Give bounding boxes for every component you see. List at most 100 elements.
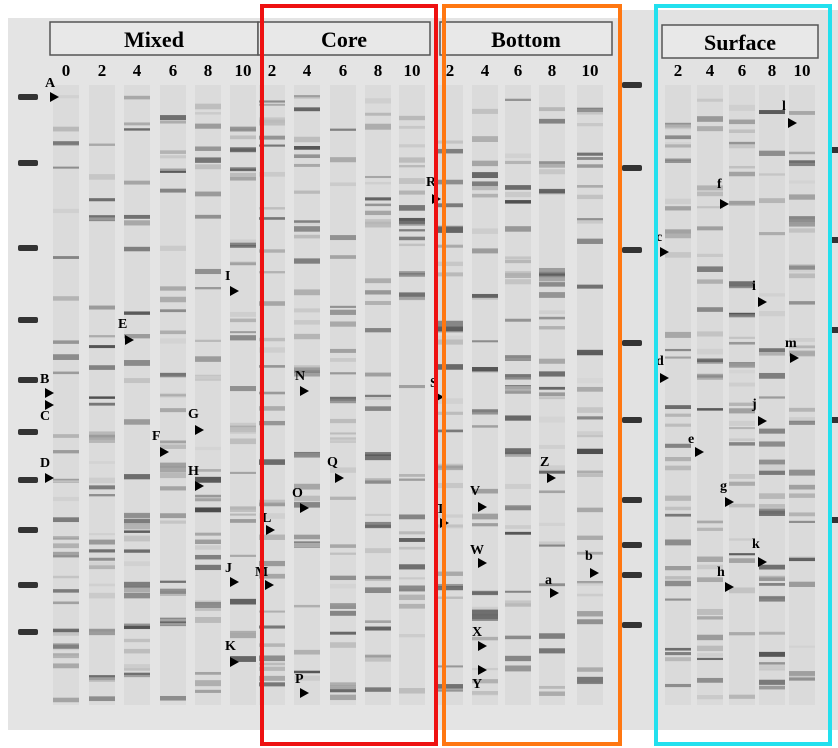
band	[577, 435, 603, 438]
band	[729, 120, 755, 125]
band	[230, 335, 256, 340]
band	[230, 439, 256, 445]
band	[697, 616, 723, 619]
panel-title: Bottom	[491, 27, 561, 52]
lane-label: 2	[446, 61, 455, 80]
band	[365, 182, 391, 184]
band	[89, 431, 115, 437]
band	[89, 174, 115, 180]
band	[53, 663, 79, 668]
band	[160, 581, 186, 583]
band	[124, 96, 150, 100]
marker-band	[18, 582, 38, 588]
band	[789, 485, 815, 490]
band	[330, 695, 356, 700]
band	[759, 565, 785, 570]
band-label: B	[40, 372, 49, 387]
band	[89, 335, 115, 337]
lane-label: 4	[133, 61, 142, 80]
lane-smear	[195, 85, 221, 705]
band	[294, 164, 320, 167]
band	[577, 536, 603, 540]
band-label: j	[751, 397, 757, 412]
band	[505, 386, 531, 391]
band	[539, 633, 565, 639]
band	[665, 160, 691, 163]
band-label: J	[225, 561, 232, 576]
band	[665, 599, 691, 601]
band	[472, 591, 498, 595]
band	[365, 525, 391, 528]
band	[437, 272, 463, 276]
band	[665, 356, 691, 358]
band	[789, 273, 815, 278]
band	[294, 235, 320, 239]
band	[365, 627, 391, 631]
band	[472, 248, 498, 253]
band	[505, 415, 531, 420]
band	[539, 387, 565, 390]
band	[195, 555, 221, 559]
band	[729, 438, 755, 441]
band	[665, 466, 691, 471]
band	[330, 439, 356, 441]
band	[365, 204, 391, 207]
band	[230, 331, 256, 333]
band	[294, 220, 320, 223]
band	[230, 633, 256, 638]
band	[195, 507, 221, 512]
band	[365, 301, 391, 305]
band-label: E	[118, 317, 127, 332]
band	[89, 198, 115, 201]
band	[539, 445, 565, 449]
band	[505, 273, 531, 278]
band	[577, 619, 603, 624]
band	[472, 194, 498, 198]
band	[665, 144, 691, 147]
band-label: A	[45, 76, 56, 91]
lane-smear	[399, 85, 425, 705]
lane-label: 10	[404, 61, 421, 80]
band	[729, 142, 755, 144]
band	[89, 217, 115, 220]
band	[505, 256, 531, 259]
marker-band	[622, 572, 642, 578]
band	[365, 176, 391, 178]
band	[160, 338, 186, 343]
band	[330, 235, 356, 240]
band	[577, 378, 603, 383]
band	[505, 260, 531, 263]
band	[230, 147, 256, 152]
band	[437, 665, 463, 667]
band	[195, 269, 221, 274]
band	[399, 577, 425, 579]
band	[195, 617, 221, 623]
band	[230, 599, 256, 605]
band	[729, 172, 755, 176]
band	[399, 237, 425, 241]
band	[53, 296, 79, 300]
band	[472, 412, 498, 414]
band	[437, 339, 463, 344]
band	[124, 474, 150, 479]
band	[665, 566, 691, 570]
band	[697, 226, 723, 230]
band	[124, 639, 150, 642]
band	[729, 588, 755, 594]
band	[365, 478, 391, 480]
band	[729, 314, 755, 317]
band	[89, 438, 115, 443]
band	[330, 544, 356, 548]
band	[577, 164, 603, 167]
band	[330, 642, 356, 648]
band	[294, 289, 320, 295]
band	[195, 469, 221, 472]
band	[89, 562, 115, 566]
band	[89, 558, 115, 561]
marker-band	[622, 417, 642, 423]
band	[789, 408, 815, 412]
band	[399, 157, 425, 162]
band	[89, 549, 115, 552]
marker-band	[18, 429, 38, 435]
band	[539, 417, 565, 423]
